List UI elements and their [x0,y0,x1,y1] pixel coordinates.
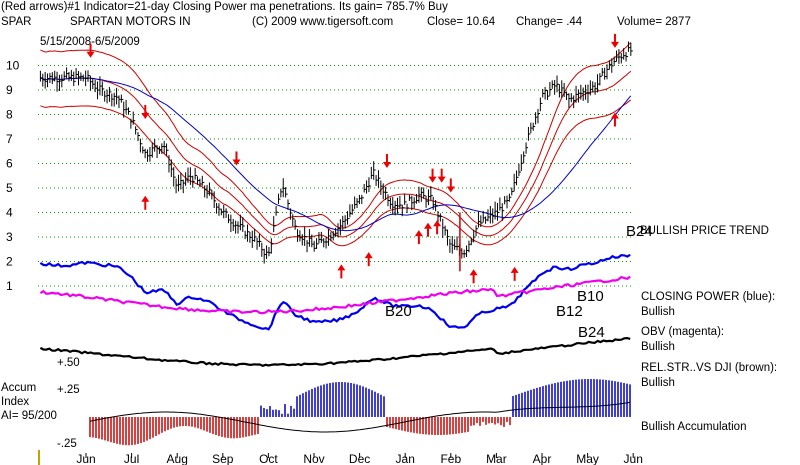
volume-value: Volume= 2877 [617,16,691,28]
arrow-head [141,112,150,119]
accumulation-panel [89,379,631,446]
y-tick-9: 9 [6,83,13,97]
obv-panel [39,275,631,315]
y-tick-8: 8 [6,108,13,122]
x-tick-nov-5: Nov [303,452,324,465]
moving-averages [40,42,632,247]
x-tick-mar-9: Mar [486,452,507,465]
x-tick-apr-10: Apr [533,452,552,465]
signal-b12: B12 [556,303,583,320]
y-tick-4: 4 [6,206,13,220]
obv-state: Bullish [641,341,675,353]
y-tick-6: 6 [6,157,13,171]
change-value: Change= .44 [516,16,583,28]
x-tick-feb-8: Feb [440,452,461,465]
x-tick-dec-6: Dec [349,452,370,465]
x-tick-sep-3: Sep [212,452,234,465]
y-tick-3: 3 [6,230,13,244]
closing-power-title: CLOSING POWER (blue): [641,291,775,303]
x-tick-jan-7: Jan [396,452,415,465]
arrow-head [414,230,423,237]
y-axis: 1 2 3 4 5 6 7 8 9 10 [6,59,20,294]
arrow-head [428,176,437,183]
company-name: SPARTAN MOTORS IN [70,16,191,28]
arrow-head [446,186,455,193]
arrow-head [510,266,519,273]
arrow-head [469,269,478,276]
arrow-head [232,159,241,166]
accum-state: Bullish Accumulation [641,421,746,433]
signal-arrows [86,33,619,284]
signal-b20: B20 [385,303,412,320]
price-bars [39,41,633,272]
date-range: 5/15/2008-6/5/2009 [40,36,140,48]
accum-plus25: +.25 [57,384,80,396]
accum-trend [89,401,631,433]
x-tick-jul-1: Jul [124,452,139,465]
relstr-plus50: +.50 [57,357,80,369]
x-tick-jun-12: Jun [624,452,643,465]
accum-index-line1: Accum [1,382,36,394]
x-tick-jun-0: Jun [76,452,95,465]
x-tick-may-11: May [576,452,599,465]
arrow-head [141,195,150,202]
y-tick-7: 7 [6,132,13,146]
signal-b10: B10 [577,288,604,305]
accum-minus25: -.25 [57,438,77,450]
y-tick-2: 2 [6,255,13,269]
relstr-title: REL.STR..VS DJI (brown): [641,362,777,374]
arrow-head [433,220,442,227]
obv-title: OBV (magenta): [641,326,724,338]
ma-50 [40,77,632,232]
arrow-head [610,41,619,48]
arrow-head [610,112,619,119]
x-axis: Jun Jul Aug Sep Oct Nov Dec Jan Feb Mar Apr May Jun [76,452,643,465]
accum-index-line2: Index [1,396,29,408]
signal-b24-upper: B24 [626,223,653,240]
arrow-head [364,252,373,259]
ticker: SPAR [1,16,31,28]
y-tick-5: 5 [6,181,13,195]
y-tick-10: 10 [6,59,20,73]
grid-lines [38,65,632,287]
arrow-head [424,222,432,229]
closing-power-line [39,253,631,331]
arrow-head [437,176,446,183]
signal-b24-lower: B24 [578,324,605,341]
arrow-head [86,51,95,58]
close-value: Close= 10.64 [427,16,496,28]
relstr-state: Bullish [641,377,675,389]
ma-lower-band [40,99,632,247]
obv-line [39,275,631,315]
ma-upper-band [40,42,632,229]
relstr-line [39,336,631,367]
copyright: (C) 2009 www.tigersoft.com [252,16,393,28]
arrow-head [337,264,346,271]
relstr-panel [39,336,631,367]
price-trend-label: BULLISH PRICE TREND [640,225,769,237]
closing-power-panel [39,253,631,331]
arrow-head [382,161,391,168]
x-tick-oct-4: Oct [259,452,278,465]
indicator-header: (Red arrows)#1 Indicator=21-day Closing … [1,1,448,13]
accum-index-value: AI= 95/200 [1,410,57,422]
closing-power-state: Bullish [641,306,675,318]
y-tick-1: 1 [6,279,13,293]
x-tick-aug-2: Aug [167,452,188,465]
